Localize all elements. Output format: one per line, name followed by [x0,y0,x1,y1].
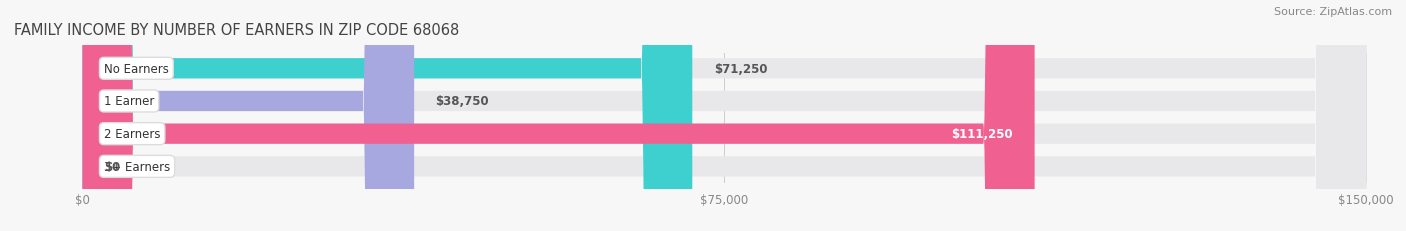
Text: FAMILY INCOME BY NUMBER OF EARNERS IN ZIP CODE 68068: FAMILY INCOME BY NUMBER OF EARNERS IN ZI… [14,23,460,38]
Text: $71,250: $71,250 [714,63,768,76]
FancyBboxPatch shape [83,0,415,231]
Text: 3+ Earners: 3+ Earners [104,160,170,173]
FancyBboxPatch shape [83,0,1367,231]
FancyBboxPatch shape [83,0,1035,231]
FancyBboxPatch shape [83,0,692,231]
FancyBboxPatch shape [83,0,1367,231]
Text: 2 Earners: 2 Earners [104,128,160,140]
Text: No Earners: No Earners [104,63,169,76]
FancyBboxPatch shape [83,0,1367,231]
FancyBboxPatch shape [83,0,1367,231]
Text: 1 Earner: 1 Earner [104,95,155,108]
Text: Source: ZipAtlas.com: Source: ZipAtlas.com [1274,7,1392,17]
Text: $0: $0 [104,160,120,173]
Text: $38,750: $38,750 [436,95,489,108]
Text: $111,250: $111,250 [952,128,1014,140]
